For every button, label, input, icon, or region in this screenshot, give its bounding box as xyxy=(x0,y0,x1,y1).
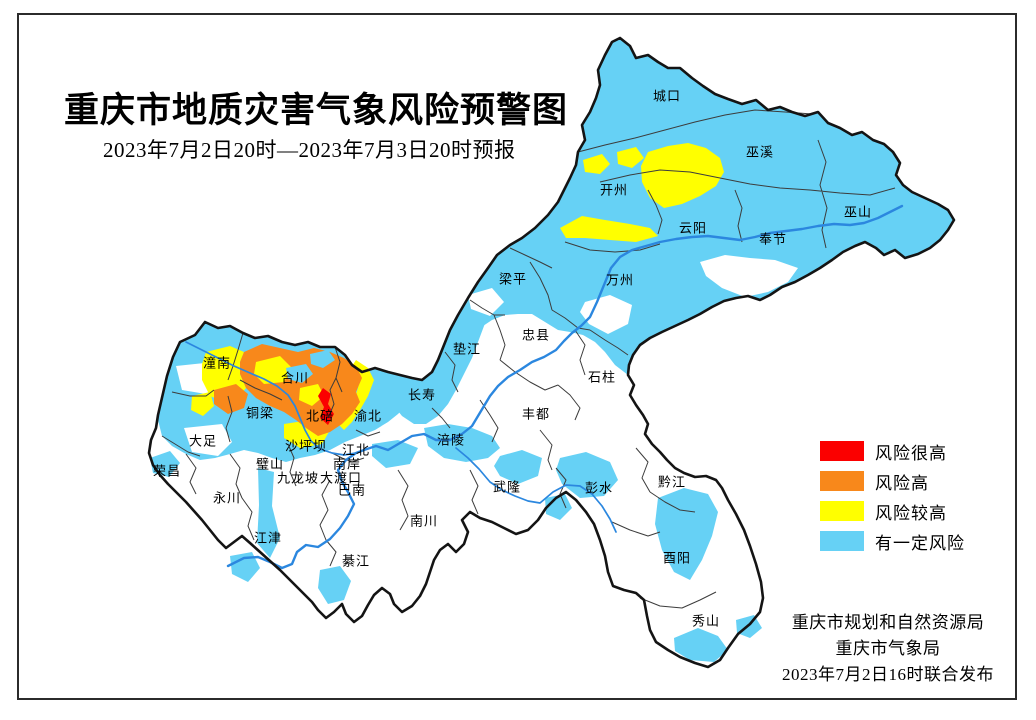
footer-line: 重庆市气象局 xyxy=(835,639,941,658)
legend-label: 风险高 xyxy=(875,473,929,493)
risk-cluster-speckles xyxy=(254,350,335,406)
legend-row: 有一定风险 xyxy=(820,526,965,556)
legend-color-swatch xyxy=(820,441,864,461)
legend-color-swatch xyxy=(820,471,864,491)
district-borders xyxy=(161,109,896,609)
issuer-footer: 重庆市规划和自然资源局 重庆市气象局 2023年7月2日16时联合发布 xyxy=(763,610,1013,688)
municipality-outline xyxy=(147,36,956,669)
legend-row: 风险较高 xyxy=(820,496,965,526)
jialing-river xyxy=(185,341,357,456)
forecast-period: 2023年7月2日20时—2023年7月3日20时预报 xyxy=(103,138,516,162)
legend-row: 风险很高 xyxy=(820,436,965,466)
legend: 风险很高风险高风险较高有一定风险 xyxy=(820,436,965,556)
legend-label: 有一定风险 xyxy=(875,533,965,553)
legend-label: 风险很高 xyxy=(875,443,947,463)
rivers xyxy=(185,204,904,570)
legend-color-swatch xyxy=(820,501,864,521)
legend-color-swatch xyxy=(820,531,864,551)
footer-line: 2023年7月2日16时联合发布 xyxy=(782,665,994,684)
footer-line: 重庆市规划和自然资源局 xyxy=(791,613,985,632)
legend-row: 风险高 xyxy=(820,466,965,496)
legend-label: 风险较高 xyxy=(875,503,947,523)
page-title: 重庆市地质灾害气象风险预警图 xyxy=(64,91,569,130)
yangtze-river xyxy=(226,204,904,570)
risk-zone-medium-yellow xyxy=(191,143,724,448)
risk-zone-very-high-red xyxy=(318,388,334,425)
wujiang-river xyxy=(455,447,617,533)
page-border-frame xyxy=(17,13,1017,700)
